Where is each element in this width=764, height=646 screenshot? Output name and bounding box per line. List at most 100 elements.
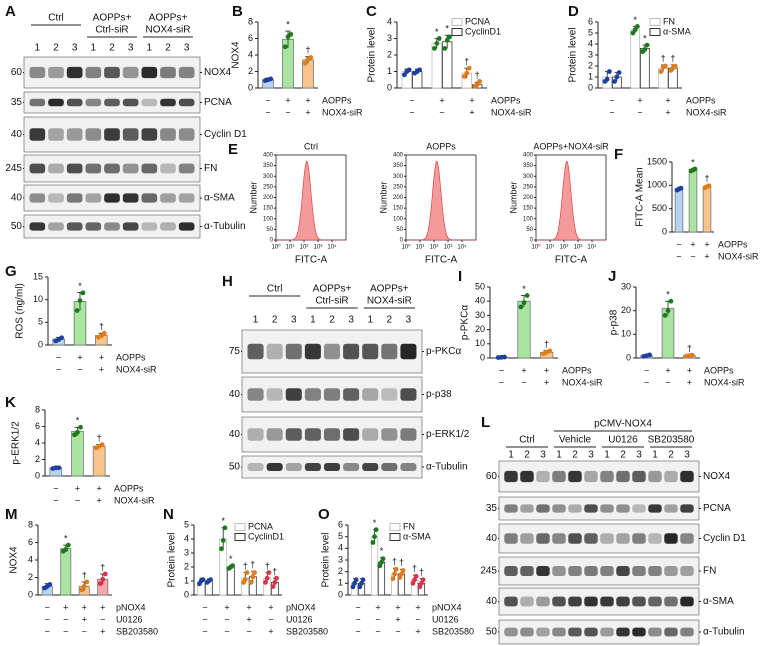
data-point — [547, 348, 553, 354]
data-point — [392, 571, 397, 577]
data-point — [208, 577, 213, 582]
y-tick-label: 6 — [248, 33, 253, 43]
blot-band — [381, 463, 398, 471]
lane-number: 2 — [572, 450, 578, 461]
blot-band — [141, 66, 158, 79]
y-tick-label: 1000 — [647, 180, 667, 190]
data-point — [663, 63, 668, 69]
y-tick-label: 4 — [387, 16, 392, 26]
condition-name: AOPPs — [114, 483, 144, 493]
y-tick-label: 2 — [588, 60, 593, 70]
blot-band — [600, 596, 614, 607]
protein-name: NOX4 — [703, 471, 731, 482]
blot-band — [85, 98, 102, 107]
blot-band — [285, 428, 302, 441]
blot-band — [552, 533, 566, 544]
legend-swatch — [649, 18, 661, 26]
histogram-title: AOPPs+NOX4-siR — [533, 141, 609, 151]
lane-number: 1 — [604, 450, 610, 461]
blot-band — [600, 533, 614, 544]
significance-mark: * — [380, 546, 384, 556]
blot-band — [48, 222, 64, 231]
group-label: Ctrl-siR — [95, 25, 128, 36]
blot-band — [584, 504, 598, 513]
blot-band — [632, 627, 646, 637]
condition-name: NOX4-siR — [718, 251, 759, 261]
blot-band — [664, 627, 678, 637]
blot-band — [552, 470, 566, 483]
bar — [60, 548, 72, 596]
blot-band — [343, 428, 360, 441]
panel-label: N — [163, 506, 174, 523]
y-axis-label: NOX4 — [9, 546, 20, 574]
blot-band — [584, 470, 598, 483]
data-point — [242, 577, 248, 582]
blot-band — [616, 533, 630, 544]
condition-sign: + — [305, 107, 310, 117]
condition-name: SB203580 — [286, 626, 328, 636]
data-point — [635, 24, 640, 29]
condition-sign: + — [100, 602, 105, 612]
y-tick-label: 2 — [387, 49, 392, 59]
blot-band — [304, 428, 321, 441]
condition-name: pNOX4 — [432, 602, 462, 612]
data-point — [390, 576, 396, 582]
y-tick-label: 100 — [523, 216, 534, 222]
y-tick-label: 2 — [28, 572, 33, 582]
blot-band — [304, 343, 321, 360]
blot-band — [632, 504, 646, 513]
blot-band — [104, 193, 120, 203]
group-label: AOPPs+ — [149, 13, 188, 24]
x-tick-label: 10¹ — [546, 245, 555, 251]
x-tick-label: 10⁰ — [401, 244, 411, 251]
blot-band — [362, 343, 379, 360]
condition-sign: − — [63, 614, 68, 624]
y-tick-label: 4 — [248, 49, 253, 59]
data-point — [102, 571, 108, 577]
condition-sign: + — [75, 483, 80, 493]
panel-label: H — [222, 273, 233, 290]
condition-sign: − — [409, 95, 414, 105]
y-tick-label: 3 — [338, 554, 343, 564]
condition-sign: − — [202, 602, 207, 612]
y-tick-label: 0 — [248, 82, 253, 92]
bar — [517, 300, 531, 359]
condition-sign: + — [690, 239, 695, 249]
protein-name: α-Tubulin — [703, 627, 745, 638]
y-axis-label: NOX4 — [231, 41, 242, 69]
blot-band — [680, 627, 694, 637]
blot-band — [141, 222, 158, 231]
data-point — [264, 575, 270, 581]
data-point — [706, 183, 712, 189]
blot-band — [600, 627, 614, 637]
bar — [688, 169, 698, 233]
lane-number: 3 — [72, 43, 78, 54]
significance-mark: * — [78, 281, 82, 291]
y-tick-label: 0 — [387, 82, 392, 92]
x-tick-label: 10³ — [574, 245, 583, 251]
group-label: Ctrl — [48, 13, 64, 24]
x-axis-label: FITC-A — [295, 255, 328, 266]
data-point — [607, 69, 612, 74]
blot-band — [141, 98, 158, 107]
condition-sign: + — [97, 495, 102, 505]
significance-mark: * — [221, 516, 225, 526]
y-tick-label: 1 — [387, 66, 392, 76]
y-tick-label: 4 — [184, 533, 189, 543]
blot-band — [664, 470, 678, 483]
blot-band — [122, 98, 139, 107]
blot-band — [141, 193, 158, 203]
blot-band — [584, 627, 598, 637]
blot-band — [536, 533, 550, 544]
condition-name: AOPPs — [322, 95, 352, 105]
blot-band — [362, 428, 379, 441]
lane-number: 2 — [165, 43, 171, 54]
blot-band — [178, 66, 195, 79]
significance-mark: * — [286, 19, 290, 29]
condition-name: NOX4-siR — [562, 377, 603, 387]
size-marker: 60 — [486, 471, 498, 482]
blot-band — [323, 463, 341, 471]
data-point — [266, 570, 272, 575]
y-tick-label: 5 — [338, 531, 343, 541]
